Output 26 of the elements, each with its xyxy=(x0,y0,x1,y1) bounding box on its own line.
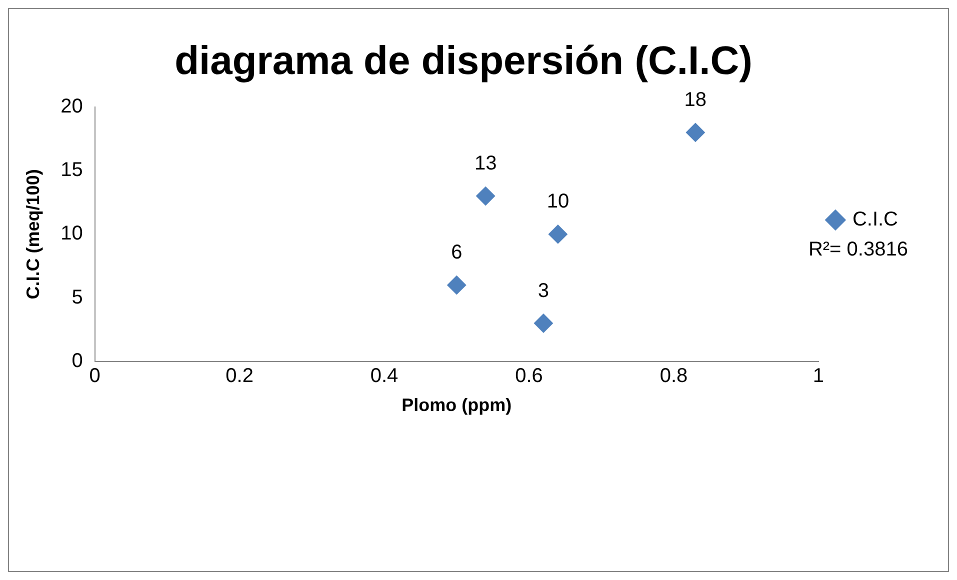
y-tick-label: 15 xyxy=(60,159,83,182)
point xyxy=(534,314,553,333)
x-tick-label: 0.2 xyxy=(226,364,254,387)
x-tick-label: 0.8 xyxy=(660,364,688,387)
data-label: 3 xyxy=(538,280,550,302)
point xyxy=(686,122,705,142)
point xyxy=(548,224,568,244)
y-tick-label: 0 xyxy=(72,350,83,372)
x-tick-label: 0.6 xyxy=(515,364,543,387)
y-tick-label: 10 xyxy=(60,222,83,245)
x-tick-label: 0.4 xyxy=(370,364,398,387)
point xyxy=(447,276,466,295)
y-axis-title: C.I.C (meq/100) xyxy=(22,169,43,300)
y-tick-label: 20 xyxy=(60,96,83,118)
data-label: 18 xyxy=(684,88,707,111)
x-axis-title: Plomo (ppm) xyxy=(402,395,512,416)
y-tick-label: 5 xyxy=(72,286,83,308)
x-tick-label: 1 xyxy=(812,364,824,387)
point xyxy=(476,186,496,206)
annotation: R²= 0.3816 xyxy=(808,238,908,261)
data-label: 10 xyxy=(546,190,570,213)
data-label: 13 xyxy=(474,152,497,175)
x-tick-label: 0 xyxy=(89,364,100,387)
chart-title: diagrama de dispersión (C.I.C) xyxy=(174,39,752,84)
legend-label: C.I.C xyxy=(852,208,898,231)
data-label: 6 xyxy=(451,242,462,264)
